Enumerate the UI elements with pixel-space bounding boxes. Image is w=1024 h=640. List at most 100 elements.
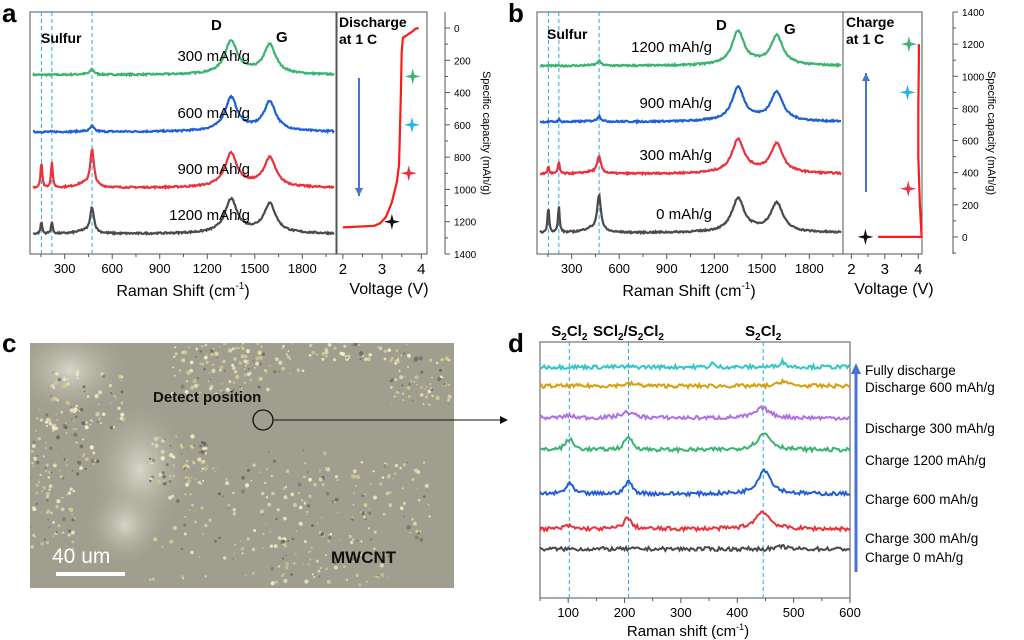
panel-label-b: b: [508, 0, 524, 28]
panel-label-a: a: [2, 0, 17, 28]
spectrum-line: [539, 136, 842, 177]
x-tick-label: 1200: [700, 261, 729, 276]
y-tick-label: 800: [962, 104, 979, 115]
panel-a-raman-chart: 300 mAh/g 600 mAh/g 900 mAh/g 1200 mAh/g 30…: [29, 11, 337, 300]
detect-position-label: Detect position: [153, 389, 261, 406]
x-tick-label: 500: [783, 605, 805, 620]
spectrum-line: [539, 28, 842, 69]
spectrum-line: [32, 196, 335, 237]
legend-label: Charge 300 mAh/g: [865, 531, 978, 546]
legend-label: Discharge 300 mAh/g: [865, 421, 995, 436]
legend-label: Fully discharge: [865, 363, 956, 378]
series-label: 1200 mAh/g: [169, 207, 250, 224]
y-tick-label: 600: [962, 137, 979, 148]
x-tick-label: 100: [557, 605, 579, 620]
x-tick-label: 2: [339, 261, 347, 278]
star-marker-icon: [899, 84, 916, 101]
y-tick-label: 400: [962, 169, 979, 180]
legend-label: Charge 0 mAh/g: [865, 550, 963, 565]
x-tick-label: 300: [54, 261, 76, 276]
star-marker-icon: [857, 228, 874, 245]
x-tick-label: 3: [378, 261, 386, 278]
plot-frame: [842, 11, 923, 255]
spectrum-line: [539, 543, 851, 553]
x-tick-label: 3: [881, 261, 889, 278]
star-marker-icon: [383, 213, 400, 230]
reference-line-label: S2Cl2: [551, 323, 588, 343]
y-tick-label: 400: [454, 89, 471, 100]
spectrum-line: [32, 94, 335, 135]
spectrum-line: [539, 404, 850, 422]
sulfur-label: Sulfur: [547, 26, 588, 42]
x-tick-label: 200: [614, 605, 636, 620]
arrow-down-icon: [355, 188, 363, 196]
star-marker-icon: [404, 68, 421, 85]
series-label: 0 mAh/g: [656, 206, 712, 223]
sulfur-label: Sulfur: [41, 30, 82, 46]
detect-position-marker: [252, 409, 274, 431]
voltage-profile-curve: [878, 44, 923, 238]
legend-label: Charge 1200 mAh/g: [865, 453, 986, 468]
spectrum-line: [32, 148, 335, 191]
y-tick-label: 200: [962, 201, 979, 212]
spectrum-line: [539, 85, 841, 125]
y-axis-label: Specific capacity (mAh/g): [480, 71, 492, 195]
y-tick-label: 0: [962, 233, 968, 244]
spectrum-line: [32, 39, 335, 78]
spectrum-line: [539, 356, 851, 372]
series-label: 1200 mAh/g: [631, 39, 712, 56]
x-tick-label: 400: [726, 605, 748, 620]
d-band-label: D: [211, 17, 222, 34]
series-label: 600 mAh/g: [177, 105, 250, 122]
spectrum-line: [539, 468, 851, 499]
star-marker-icon: [900, 36, 917, 53]
series-label: 300 mAh/g: [639, 147, 712, 164]
x-tick-label: 300: [561, 261, 583, 276]
y-tick-label: 200: [454, 56, 471, 67]
star-marker-icon: [400, 165, 417, 182]
star-marker-icon: [403, 116, 420, 133]
charge-title: Charge at 1 C: [846, 14, 894, 47]
x-tick-label: 4: [914, 261, 922, 278]
y-axis-label: Specific capacity (mAh/g): [985, 71, 997, 195]
x-tick-label: 300: [670, 605, 692, 620]
panel-a-discharge-chart: Discharge at 1 C 0 200 400 600 800 1000 1200 140…: [336, 11, 492, 298]
y-tick-label: 0: [454, 24, 460, 35]
spectrum-line: [539, 510, 851, 533]
d-band-label: D: [716, 17, 727, 34]
y-tick-label: 1400: [454, 250, 477, 261]
x-tick-label: 1800: [795, 261, 824, 276]
x-axis-label: Voltage (V): [854, 281, 933, 298]
y-tick-label: 600: [454, 121, 471, 132]
x-tick-label: 900: [149, 261, 171, 276]
x-axis-label: Voltage (V): [349, 281, 428, 298]
series-label: 900 mAh/g: [177, 161, 250, 178]
x-axis-label: Raman shift (cm-1): [627, 622, 749, 640]
panel-c-micrograph: Detect position 40 um MWCNT: [30, 343, 508, 588]
spectrum-line: [539, 432, 851, 455]
x-axis-label: Raman Shift (cm-1): [116, 281, 249, 300]
panel-b-raman-chart: 1200 mAh/g 900 mAh/g 300 mAh/g 0 mAh/g 300 6…: [536, 11, 844, 300]
material-label: MWCNT: [331, 548, 397, 567]
x-tick-label: 1500: [747, 261, 776, 276]
y-tick-label: 1400: [962, 8, 985, 19]
x-tick-label: 600: [839, 605, 861, 620]
x-tick-label: 600: [608, 261, 630, 276]
x-tick-label: 1800: [288, 261, 317, 276]
plot-frame: [336, 11, 428, 255]
x-axis-label: Raman Shift (cm-1): [622, 281, 755, 300]
reference-line-label: SCl2/S2Cl2: [593, 323, 664, 343]
spectrum-line: [539, 192, 842, 236]
arrow-up-icon: [862, 73, 870, 81]
x-tick-label: 1500: [240, 261, 269, 276]
g-band-label: G: [784, 21, 796, 38]
star-marker-icon: [900, 180, 917, 197]
y-tick-label: 1200: [454, 218, 477, 229]
discharge-title: Discharge at 1 C: [339, 14, 407, 47]
panel-label-c: c: [2, 328, 16, 358]
y-tick-label: 1000: [454, 185, 477, 196]
x-tick-label: 600: [101, 261, 123, 276]
y-tick-label: 1000: [962, 72, 985, 83]
x-tick-label: 900: [656, 261, 678, 276]
